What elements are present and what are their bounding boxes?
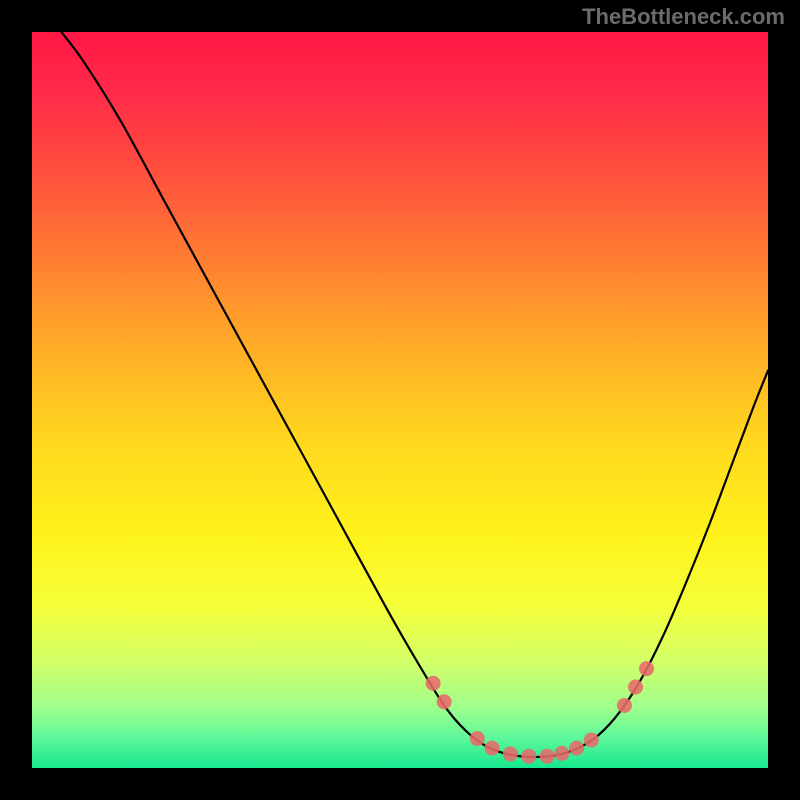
data-marker	[639, 661, 654, 676]
data-marker	[554, 746, 569, 761]
bottleneck-curve	[61, 32, 768, 757]
data-marker	[503, 747, 518, 762]
data-marker	[521, 749, 536, 764]
chart-canvas: TheBottleneck.com	[0, 0, 800, 800]
data-marker	[485, 741, 500, 756]
data-marker	[437, 694, 452, 709]
data-marker	[540, 749, 555, 764]
data-marker	[628, 680, 643, 695]
chart-overlay	[0, 0, 800, 800]
watermark-text: TheBottleneck.com	[582, 4, 785, 30]
data-marker	[426, 676, 441, 691]
data-marker	[617, 698, 632, 713]
data-marker	[470, 731, 485, 746]
data-marker	[584, 733, 599, 748]
data-marker	[569, 741, 584, 756]
